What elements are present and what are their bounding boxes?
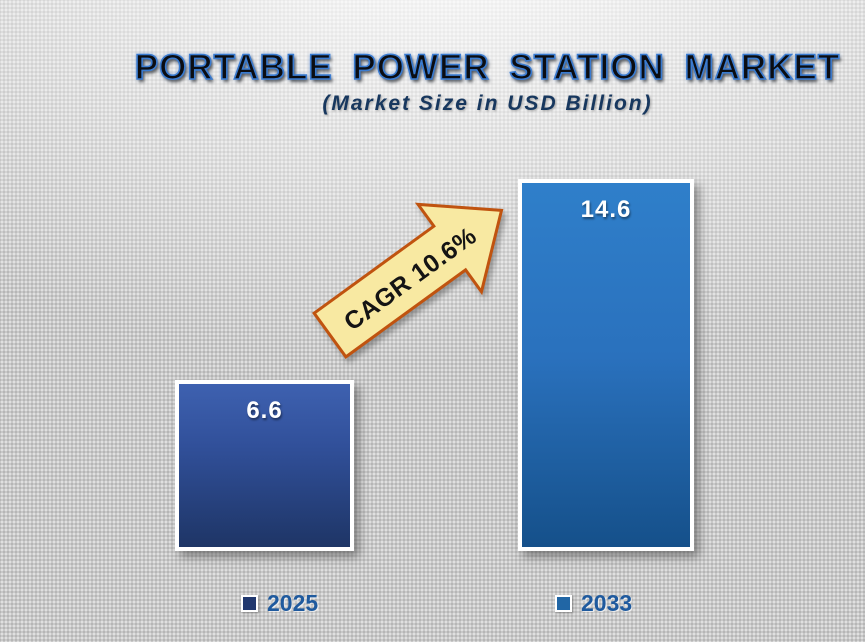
cagr-arrow-icon: CAGR 10.6%	[312, 202, 504, 359]
bar-2025-value-label: 6.6	[246, 397, 283, 424]
bar-2025: 6.6	[175, 380, 354, 551]
chart-subtitle: (Market Size in USD Billion)	[322, 91, 653, 115]
legend-swatch-2025	[241, 595, 258, 612]
arrow-shape	[312, 202, 504, 359]
legend-swatch-2033	[555, 595, 572, 612]
legend-label-2033: 2033	[581, 590, 633, 616]
legend-item-2025: 2025	[241, 590, 318, 617]
chart-header: PORTABLE POWER STATION MARKET (Market Si…	[110, 48, 865, 116]
bar-2033: 14.6	[518, 179, 694, 551]
legend-label-2025: 2025	[267, 590, 319, 616]
bar-2033-value-label: 14.6	[580, 196, 632, 223]
legend-item-2033: 2033	[555, 590, 632, 617]
chart-title: PORTABLE POWER STATION MARKET	[134, 48, 841, 87]
